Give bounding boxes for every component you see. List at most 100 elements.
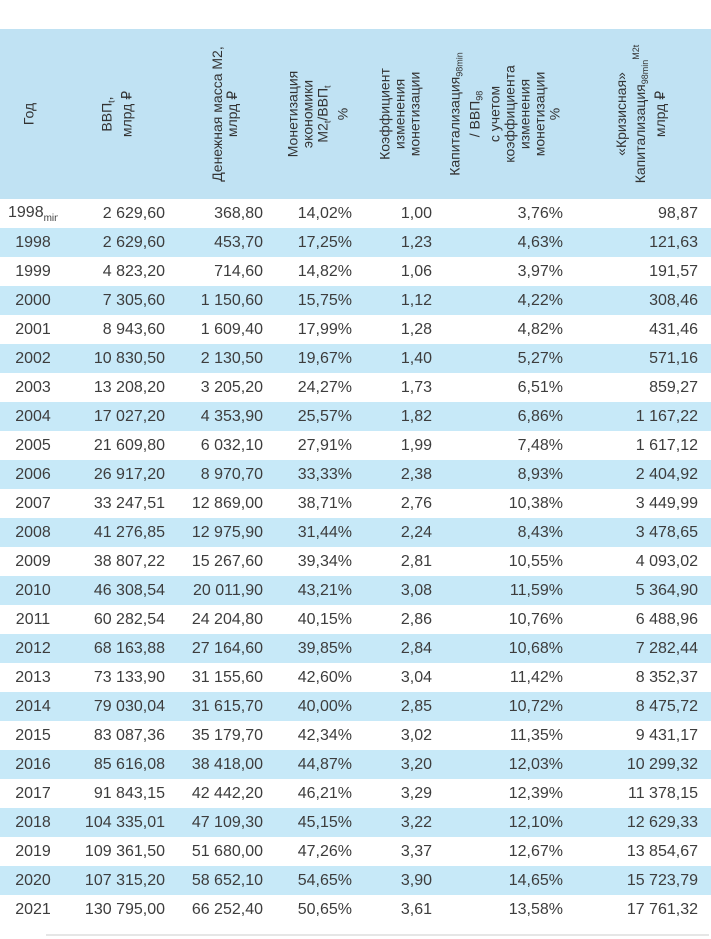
value-cell: 7,48% [517, 436, 563, 454]
value-cell: 2,38 [400, 465, 432, 483]
value-cell: 6 488,96 [635, 610, 698, 628]
value-cell: 368,80 [214, 204, 263, 222]
value-cell: 1,82 [400, 407, 432, 425]
value-cell: 45,15% [297, 813, 352, 831]
table-row: 2003 13 208,20 3 205,20 24,27% 1,73 6,51% 859,… [0, 373, 711, 402]
table-header: Год ВВПt, млрд ₽ Денежная масса М2, млрд… [0, 29, 711, 199]
value-cell: 6,86% [517, 407, 563, 425]
value-cell: 4 353,90 [200, 407, 263, 425]
table-row: 2015 83 087,36 35 179,70 42,34% 3,02 11,35% 9 … [0, 721, 711, 750]
value-cell: 121,63 [649, 233, 698, 251]
year-cell: 2016 [15, 755, 51, 773]
value-cell: 3 478,65 [635, 523, 698, 541]
year-cell: 2002 [15, 349, 51, 367]
value-cell: 35 179,70 [191, 726, 263, 744]
value-cell: 2 130,50 [200, 349, 263, 367]
value-cell: 3,08 [400, 581, 432, 599]
value-cell: 3,97% [517, 262, 563, 280]
table-row: 2008 41 276,85 12 975,90 31,44% 2,24 8,43% 3 4… [0, 518, 711, 547]
table-row: 2000 7 305,60 1 150,60 15,75% 1,12 4,22% 308,4… [0, 286, 711, 315]
value-cell: 33 247,51 [93, 494, 165, 512]
value-cell: 130 795,00 [84, 900, 165, 918]
value-cell: 42,34% [297, 726, 352, 744]
value-cell: 12,67% [508, 842, 563, 860]
value-cell: 20 011,90 [193, 581, 263, 599]
table-row: 2001 8 943,60 1 609,40 17,99% 1,28 4,82% 431,4… [0, 315, 711, 344]
year-cell: 2010 [15, 581, 51, 599]
value-cell: 1,99 [400, 436, 432, 454]
column-header-monetization: Монетизация экономики М2t/ВВПt % [275, 29, 360, 199]
year-cell: 2006 [15, 465, 51, 483]
value-cell: 11,59% [509, 581, 563, 599]
value-cell: 17 027,20 [93, 407, 165, 425]
value-cell: 60 282,54 [93, 610, 165, 628]
value-cell: 38 807,22 [93, 552, 165, 570]
value-cell: 31,44% [297, 523, 352, 541]
value-cell: 3,20 [400, 755, 432, 773]
value-cell: 1 609,40 [200, 320, 263, 338]
monetization-table: Год ВВПt, млрд ₽ Денежная масса М2, млрд… [0, 29, 711, 924]
value-cell: 10,38% [508, 494, 563, 512]
value-cell: 109 361,50 [84, 842, 165, 860]
value-cell: 3,29 [400, 784, 432, 802]
year-cell: 2005 [15, 436, 51, 454]
value-cell: 51 680,00 [191, 842, 263, 860]
value-cell: 24,27% [297, 378, 352, 396]
column-header-coefficient-label: Коэффициент изменения монетизации [376, 68, 423, 160]
table-row: 2005 21 609,80 6 032,10 27,91% 1,99 7,48% 1 61… [0, 431, 711, 460]
value-cell: 98,87 [657, 204, 698, 222]
table-row: 1999 4 823,20 714,60 14,82% 1,06 3,97% 191,57 [0, 257, 711, 286]
table-row: 2016 85 616,08 38 418,00 44,87% 3,20 12,03% 10… [0, 750, 711, 779]
table-row: 2020 107 315,20 58 652,10 54,65% 3,90 14,65% 1… [0, 866, 711, 895]
value-cell: 3,22 [400, 813, 432, 831]
table-row: 2007 33 247,51 12 869,00 38,71% 2,76 10,38% 3 … [0, 489, 711, 518]
value-cell: 31 615,70 [191, 697, 263, 715]
year-cell: 2013 [15, 668, 51, 686]
table-row: 2009 38 807,22 15 267,60 39,34% 2,81 10,55% 4 … [0, 547, 711, 576]
value-cell: 12 629,33 [626, 813, 698, 831]
value-cell: 10,72% [508, 697, 563, 715]
value-cell: 58 652,10 [191, 871, 263, 889]
value-cell: 15 723,79 [626, 871, 698, 889]
table-row: 2011 60 282,54 24 204,80 40,15% 2,86 10,76% 6 … [0, 605, 711, 634]
year-cell: 2018 [15, 813, 51, 831]
value-cell: 1,06 [400, 262, 432, 280]
value-cell: 91 843,15 [93, 784, 165, 802]
year-cell: 2020 [15, 871, 51, 889]
value-cell: 3 205,20 [200, 378, 263, 396]
year-cell: 2015 [15, 726, 51, 744]
value-cell: 8 352,37 [635, 668, 698, 686]
value-cell: 3,61 [400, 900, 432, 918]
value-cell: 3,37 [400, 842, 432, 860]
value-cell: 2,24 [400, 523, 432, 541]
value-cell: 47,26% [297, 842, 352, 860]
table-row: 1998min 2 629,60 368,80 14,02% 1,00 3,76% 98,8… [0, 199, 711, 228]
value-cell: 33,33% [297, 465, 352, 483]
table-row: 2002 10 830,50 2 130,50 19,67% 1,40 5,27% 571,… [0, 344, 711, 373]
value-cell: 66 252,40 [191, 900, 263, 918]
value-cell: 41 276,85 [93, 523, 165, 541]
value-cell: 27,91% [297, 436, 352, 454]
value-cell: 8,43% [517, 523, 563, 541]
value-cell: 10,68% [508, 639, 563, 657]
value-cell: 43,21% [297, 581, 352, 599]
value-cell: 191,57 [649, 262, 698, 280]
value-cell: 4 093,02 [635, 552, 698, 570]
value-cell: 2 404,92 [635, 465, 698, 483]
value-cell: 42 442,20 [191, 784, 263, 802]
value-cell: 4 823,20 [102, 262, 165, 280]
value-cell: 39,85% [297, 639, 352, 657]
year-cell: 2003 [15, 378, 51, 396]
year-cell: 2011 [15, 610, 51, 628]
table-row: 2013 73 133,90 31 155,60 42,60% 3,04 11,42% 8 … [0, 663, 711, 692]
value-cell: 3,76% [517, 204, 563, 222]
year-cell: 2021 [15, 900, 51, 918]
year-cell: 2001 [15, 320, 51, 338]
value-cell: 26 917,20 [93, 465, 165, 483]
year-cell: 2012 [15, 639, 51, 657]
column-header-cap-ratio: Капитализация98min / ВВП98 с учетом коэф… [440, 29, 570, 199]
value-cell: 1,23 [400, 233, 432, 251]
value-cell: 1,00 [400, 204, 432, 222]
value-cell: 17,99% [297, 320, 352, 338]
